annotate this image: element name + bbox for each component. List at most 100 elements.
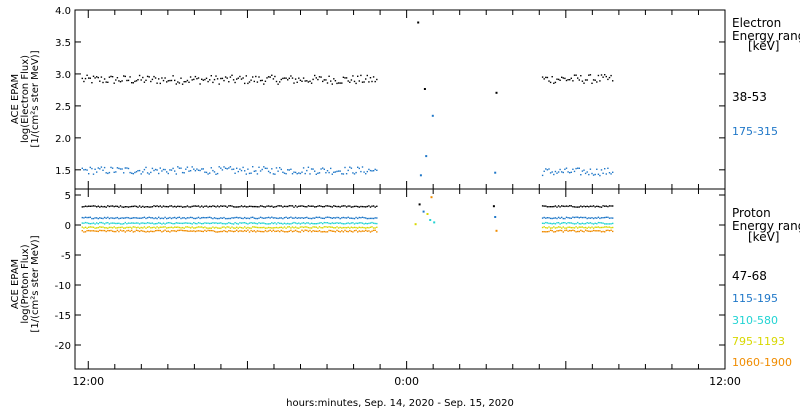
data-point-proton-0 — [202, 206, 204, 208]
data-point-proton-3 — [296, 227, 298, 229]
data-point-proton-2 — [258, 222, 260, 224]
data-point-electron-0 — [577, 77, 579, 79]
data-point-proton-3 — [301, 226, 303, 228]
data-point-proton-4 — [594, 230, 596, 232]
data-point-proton-4 — [124, 231, 126, 233]
data-point-electron-1 — [124, 167, 126, 169]
data-point-electron-0 — [423, 88, 426, 90]
data-point-proton-1 — [108, 217, 111, 220]
data-point-proton-0 — [263, 206, 265, 208]
data-point-proton-2 — [600, 222, 603, 224]
data-point-proton-2 — [360, 222, 362, 224]
data-point-proton-3 — [586, 227, 588, 229]
data-point-proton-0 — [266, 205, 268, 207]
data-point-electron-0 — [196, 78, 198, 80]
data-point-proton-1 — [177, 216, 179, 219]
data-point-proton-2 — [121, 223, 123, 225]
data-point-proton-2 — [97, 223, 99, 225]
data-point-proton-3 — [307, 226, 310, 229]
data-point-proton-0 — [119, 205, 122, 207]
data-point-proton-1 — [221, 217, 224, 219]
data-point-proton-0 — [229, 205, 232, 207]
data-point-electron-0 — [175, 83, 177, 85]
data-point-proton-1 — [210, 217, 212, 219]
data-point-proton-3 — [274, 227, 276, 229]
data-point-proton-0 — [201, 205, 203, 207]
data-point-proton-0 — [123, 206, 125, 208]
data-point-proton-2 — [366, 223, 368, 225]
data-point-electron-1 — [274, 173, 276, 175]
data-point-proton-3 — [218, 227, 220, 229]
data-point-electron-1 — [301, 171, 303, 173]
data-point-proton-2 — [118, 222, 120, 224]
data-point-electron-0 — [564, 77, 566, 80]
data-point-proton-2 — [344, 223, 346, 225]
data-point-proton-2 — [569, 222, 571, 224]
data-point-proton-3 — [323, 226, 325, 228]
data-point-proton-2 — [239, 222, 241, 224]
data-point-proton-2 — [545, 221, 547, 224]
data-point-proton-1 — [309, 217, 311, 220]
data-point-proton-3 — [352, 227, 354, 229]
data-point-proton-2 — [202, 222, 204, 225]
data-point-proton-3 — [154, 227, 157, 229]
data-point-electron-0 — [288, 77, 290, 79]
data-point-proton-2 — [140, 222, 142, 224]
data-point-electron-1 — [272, 173, 275, 175]
data-point-proton-1 — [148, 216, 150, 218]
data-point-proton-1 — [107, 216, 109, 219]
data-point-proton-1 — [111, 217, 114, 219]
data-point-electron-0 — [167, 80, 169, 82]
data-point-proton-4 — [174, 230, 176, 232]
data-point-proton-4 — [135, 229, 138, 231]
data-point-electron-1 — [605, 173, 607, 175]
data-point-proton-3 — [326, 226, 329, 228]
data-point-proton-3 — [223, 226, 225, 228]
data-point-electron-1 — [554, 170, 557, 173]
data-point-proton-1 — [267, 216, 270, 219]
data-point-electron-1 — [245, 173, 247, 175]
data-point-proton-1 — [142, 217, 144, 219]
data-point-proton-4 — [314, 230, 316, 232]
data-point-proton-1 — [581, 216, 584, 219]
data-point-proton-3 — [330, 226, 332, 228]
data-point-proton-2 — [143, 222, 146, 225]
data-point-proton-3 — [325, 226, 327, 228]
data-point-electron-1 — [194, 170, 197, 172]
data-point-electron-1 — [350, 167, 353, 169]
data-point-proton-4 — [600, 231, 603, 233]
data-point-proton-4 — [92, 230, 95, 232]
data-point-proton-2 — [599, 222, 601, 224]
data-point-proton-1 — [110, 217, 112, 219]
data-point-electron-1 — [323, 168, 325, 170]
data-point-proton-1 — [363, 217, 365, 219]
data-point-proton-4 — [212, 230, 214, 232]
data-point-proton-4 — [177, 229, 179, 232]
data-point-proton-1 — [330, 217, 332, 219]
data-point-proton-4 — [610, 229, 612, 231]
data-point-electron-0 — [271, 74, 273, 76]
data-point-proton-0 — [218, 206, 220, 208]
data-point-electron-0 — [341, 82, 343, 84]
data-point-proton-0 — [239, 206, 241, 208]
data-point-proton-0 — [372, 205, 375, 207]
y-tick-label-electron: 1.5 — [55, 166, 71, 177]
data-point-electron-0 — [148, 76, 150, 78]
data-point-electron-0 — [228, 81, 230, 83]
data-point-proton-3 — [169, 226, 171, 229]
data-point-proton-1 — [607, 216, 609, 218]
data-point-proton-0 — [261, 205, 263, 207]
data-point-electron-0 — [158, 78, 160, 80]
data-point-proton-0 — [240, 205, 243, 207]
data-point-electron-0 — [186, 79, 189, 82]
data-point-electron-0 — [159, 82, 161, 85]
data-point-proton-0 — [134, 205, 136, 207]
data-point-electron-1 — [596, 168, 598, 170]
data-point-proton-2 — [216, 222, 219, 225]
data-point-proton-1 — [158, 216, 160, 218]
data-point-electron-1 — [137, 170, 139, 172]
data-point-proton-1 — [600, 217, 603, 219]
data-point-proton-0 — [89, 205, 91, 207]
data-point-proton-1 — [135, 217, 138, 219]
electron-legend-entry-0: 38-53 — [732, 90, 767, 104]
